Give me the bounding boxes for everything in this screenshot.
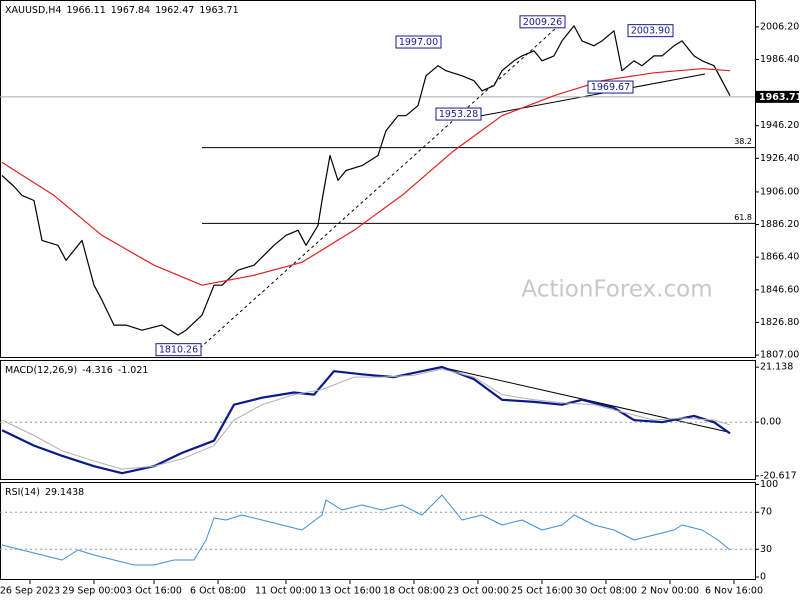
- series-line: [1, 68, 731, 286]
- y-tick-label: 0: [760, 572, 766, 583]
- x-tick-label: 30 Oct 08:00: [575, 586, 637, 597]
- series-line: [1, 494, 731, 566]
- header-value: 1962.47: [155, 5, 194, 16]
- annotation-box: [627, 24, 674, 38]
- rsi-frame: [0, 482, 756, 580]
- x-tick-label: 6 Oct 08:00: [190, 586, 246, 597]
- annotation-box: [519, 15, 566, 29]
- y-tick-label: 0.00: [760, 417, 781, 428]
- x-tick-label: 25 Oct 16:00: [511, 586, 573, 597]
- annotation-label: 2009.26: [523, 17, 562, 28]
- header-value: -4.316: [82, 365, 113, 376]
- header-value: 1966.11: [66, 5, 105, 16]
- watermark: ActionForex.com: [521, 277, 712, 303]
- last-price-box: [756, 90, 799, 103]
- header-value: -1.021: [118, 365, 149, 376]
- annotation-label: 1997.00: [399, 37, 438, 48]
- y-tick-label: 1807.00: [760, 350, 799, 361]
- y-tick-label: 1986.40: [760, 54, 799, 65]
- y-tick-label: 100: [760, 479, 778, 490]
- annotation-label: 1810.26: [159, 345, 198, 356]
- x-tick-label: 29 Sep 00:00: [62, 586, 125, 597]
- panel-header: XAUUSD,H4 1966.11 1967.84 1962.47 1963.71: [5, 5, 239, 16]
- y-tick-label: 70: [760, 507, 772, 518]
- header-value: RSI(14): [5, 487, 40, 498]
- header-value: MACD(12,26,9): [5, 365, 77, 376]
- header-value: 1967.84: [111, 5, 150, 16]
- trendline: [479, 73, 706, 117]
- header-value: XAUUSD,H4: [5, 5, 61, 16]
- x-tick-label: 11 Oct 00:00: [255, 586, 317, 597]
- series-line: [1, 365, 731, 475]
- series-line: [1, 368, 731, 470]
- y-tick-label: 1926.40: [760, 153, 799, 164]
- y-tick-label: 1906.00: [760, 186, 799, 197]
- x-tick-label: 6 Nov 16:00: [705, 586, 763, 597]
- fib-label: 61.8: [734, 213, 752, 222]
- x-tick-label: 23 Oct 00:00: [447, 586, 509, 597]
- y-tick-label: 1826.80: [760, 317, 799, 328]
- x-tick-label: 2 Nov 00:00: [641, 586, 699, 597]
- annotation-label: 1953.28: [439, 109, 478, 120]
- y-tick-label: 1886.20: [760, 219, 799, 230]
- header-value: 29.1438: [45, 487, 84, 498]
- annotation-box: [435, 107, 482, 121]
- fib-label: 38.2: [734, 137, 752, 146]
- annotation-box: [155, 343, 202, 357]
- x-tick-label: 26 Sep 2023: [0, 586, 60, 597]
- panel-header: MACD(12,26,9) -4.316 -1.021: [5, 365, 148, 376]
- annotation-box: [587, 80, 634, 94]
- panel-header: RSI(14) 29.1438: [5, 487, 84, 498]
- y-tick-label: -20.617: [760, 470, 797, 481]
- y-tick-label: 1846.60: [760, 284, 799, 295]
- x-tick-label: 18 Oct 08:00: [383, 586, 445, 597]
- macd-frame: [0, 360, 756, 480]
- y-tick-label: 30: [760, 544, 772, 555]
- y-tick-label: 1946.20: [760, 120, 799, 131]
- annotation-box: [395, 35, 442, 49]
- x-tick-label: 3 Oct 16:00: [126, 586, 182, 597]
- price-frame: [0, 0, 756, 358]
- y-tick-label: 2006.20: [760, 21, 799, 32]
- annotation-label: 1969.67: [591, 82, 630, 93]
- y-tick-label: 21.138: [760, 362, 793, 373]
- last-price-label: 1963.71: [759, 92, 800, 103]
- annotation-label: 2003.90: [631, 26, 670, 37]
- panel-frames: [0, 0, 756, 580]
- series-line: [1, 25, 731, 336]
- trendline: [199, 19, 566, 349]
- x-tick-label: 13 Oct 16:00: [319, 586, 381, 597]
- y-tick-label: 1866.40: [760, 252, 799, 263]
- header-value: 1963.71: [199, 5, 238, 16]
